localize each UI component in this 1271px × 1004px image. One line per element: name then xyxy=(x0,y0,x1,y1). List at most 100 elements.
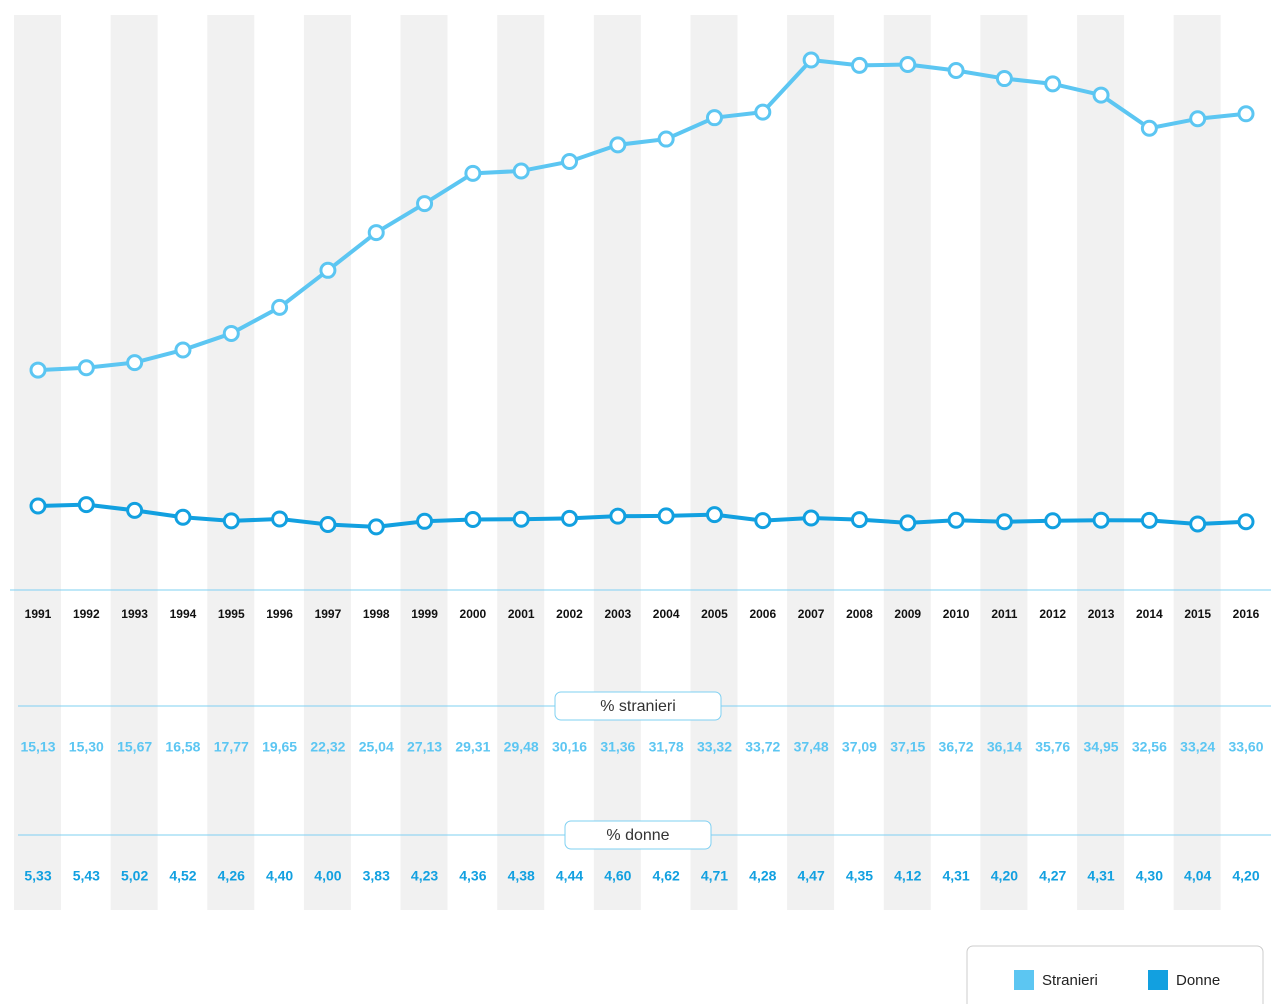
value-label: 4,04 xyxy=(1184,868,1211,884)
data-point xyxy=(947,511,965,529)
data-point xyxy=(29,361,47,379)
column-band xyxy=(787,15,835,910)
data-point xyxy=(512,510,530,528)
data-point xyxy=(1092,511,1110,529)
x-tick-label: 2004 xyxy=(653,607,680,621)
value-label: 4,00 xyxy=(314,868,341,884)
legend-box xyxy=(966,945,1264,1004)
value-label: 4,23 xyxy=(411,868,438,884)
x-tick-label: 2016 xyxy=(1233,607,1260,621)
data-point xyxy=(754,512,772,530)
value-label: 4,40 xyxy=(266,868,293,884)
data-point xyxy=(464,164,482,182)
data-point xyxy=(1140,511,1158,529)
value-label: 5,33 xyxy=(24,868,51,884)
row-label-box xyxy=(554,691,722,721)
value-label: 22,32 xyxy=(310,739,345,755)
data-point xyxy=(657,507,675,525)
data-point xyxy=(464,511,482,529)
x-tick-label: 2012 xyxy=(1039,607,1066,621)
data-point xyxy=(77,359,95,377)
value-label: 4,26 xyxy=(218,868,245,884)
x-tick-label: 1995 xyxy=(218,607,245,621)
value-label: 30,16 xyxy=(552,739,587,755)
value-label: 36,72 xyxy=(939,739,974,755)
value-label: 16,58 xyxy=(165,739,200,755)
column-band xyxy=(110,15,158,910)
value-label: 4,62 xyxy=(653,868,680,884)
value-label: 25,04 xyxy=(359,739,394,755)
value-label: 33,32 xyxy=(697,739,732,755)
data-point xyxy=(174,341,192,359)
x-tick-label: 1992 xyxy=(73,607,100,621)
value-label: 37,09 xyxy=(842,739,877,755)
value-label: 4,71 xyxy=(701,868,728,884)
data-point xyxy=(271,510,289,528)
data-point xyxy=(367,518,385,536)
column-band xyxy=(1077,15,1125,910)
data-point xyxy=(995,513,1013,531)
x-tick-label: 2015 xyxy=(1184,607,1211,621)
value-label: 33,72 xyxy=(745,739,780,755)
value-label: 29,48 xyxy=(504,739,539,755)
row-label: % stranieri xyxy=(600,698,676,715)
row-label-box xyxy=(564,820,712,850)
data-point xyxy=(319,261,337,279)
data-point xyxy=(1140,119,1158,137)
value-label: 5,02 xyxy=(121,868,148,884)
value-label: 4,44 xyxy=(556,868,583,884)
data-point xyxy=(126,354,144,372)
value-label: 4,27 xyxy=(1039,868,1066,884)
value-label: 4,31 xyxy=(942,868,969,884)
value-label: 4,31 xyxy=(1087,868,1114,884)
data-point xyxy=(995,70,1013,88)
value-label: 29,31 xyxy=(455,739,490,755)
x-tick-label: 1997 xyxy=(315,607,342,621)
data-point xyxy=(1189,515,1207,533)
value-label: 4,30 xyxy=(1136,868,1163,884)
x-tick-label: 2014 xyxy=(1136,607,1163,621)
x-tick-label: 1999 xyxy=(411,607,438,621)
data-point xyxy=(899,514,917,532)
x-tick-label: 1996 xyxy=(266,607,293,621)
value-label: 5,43 xyxy=(73,868,100,884)
value-label: 4,47 xyxy=(797,868,824,884)
data-point xyxy=(1237,513,1255,531)
data-point xyxy=(561,509,579,527)
data-point xyxy=(802,509,820,527)
x-tick-label: 2013 xyxy=(1088,607,1115,621)
value-label: 4,52 xyxy=(169,868,196,884)
row-label: % donne xyxy=(606,827,669,844)
value-label: 15,67 xyxy=(117,739,152,755)
value-label: 37,48 xyxy=(794,739,829,755)
value-label: 33,24 xyxy=(1180,739,1215,755)
value-label: 15,30 xyxy=(69,739,104,755)
value-label: 4,35 xyxy=(846,868,873,884)
column-band xyxy=(14,15,61,910)
data-point xyxy=(222,324,240,342)
x-tick-label: 2011 xyxy=(991,607,1017,621)
column-band xyxy=(1173,15,1221,910)
column-band xyxy=(400,15,448,910)
data-point xyxy=(609,507,627,525)
column-band xyxy=(883,15,931,910)
data-point xyxy=(1092,86,1110,104)
legend-label: Donne xyxy=(1176,972,1220,989)
x-tick-label: 2010 xyxy=(943,607,970,621)
value-label: 4,12 xyxy=(894,868,921,884)
value-label: 3,83 xyxy=(363,868,390,884)
data-point xyxy=(754,103,772,121)
value-label: 31,78 xyxy=(649,739,684,755)
data-point xyxy=(1044,512,1062,530)
data-point xyxy=(319,516,337,533)
data-point xyxy=(850,56,868,74)
column-band xyxy=(690,15,738,910)
data-point xyxy=(705,506,723,524)
column-band xyxy=(980,15,1028,910)
value-label: 15,13 xyxy=(20,739,55,755)
data-point xyxy=(29,497,47,515)
data-point xyxy=(512,162,530,180)
x-tick-label: 2000 xyxy=(460,607,487,621)
data-point xyxy=(416,195,434,213)
